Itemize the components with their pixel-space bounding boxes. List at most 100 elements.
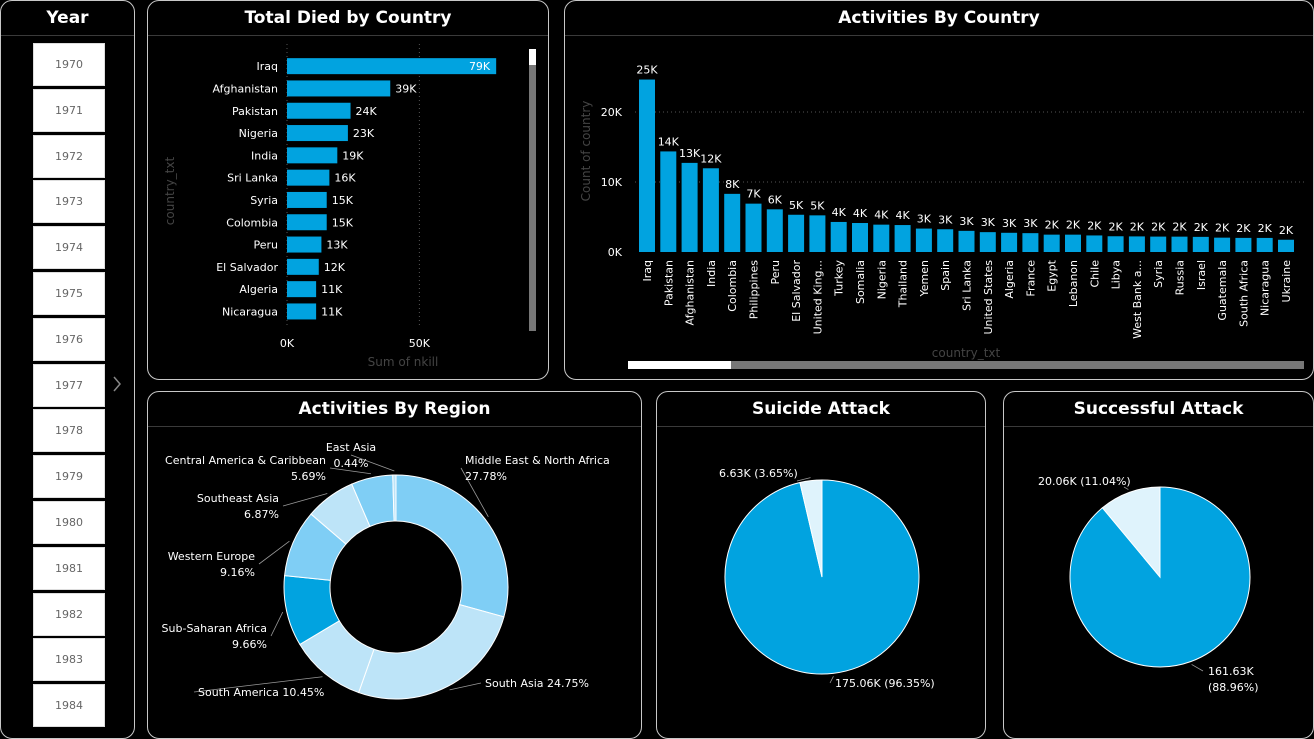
category-label: Algeria <box>239 283 278 296</box>
leader-line <box>282 493 328 507</box>
category-label: Peru <box>253 239 278 252</box>
data-label: 2K <box>1151 221 1166 234</box>
bar <box>287 214 327 231</box>
bar <box>1043 234 1060 252</box>
category-label: South Africa <box>1237 260 1250 327</box>
year-option[interactable]: 1983 <box>33 638 105 682</box>
bar <box>287 102 351 119</box>
y-axis-title: Count of country <box>579 101 593 202</box>
data-label: 4K <box>832 206 847 219</box>
bar <box>830 221 847 252</box>
scrollbar[interactable] <box>529 49 536 331</box>
data-label: 13K <box>679 147 701 160</box>
tick-label: 20K <box>601 106 623 119</box>
bar <box>287 147 338 164</box>
year-option[interactable]: 1976 <box>33 317 105 361</box>
data-label: 2K <box>1087 219 1102 232</box>
category-label: Algeria <box>1003 260 1016 299</box>
category-label: Nicaragua <box>1259 260 1272 316</box>
category-label: France <box>1024 260 1037 297</box>
tick-label: 0K <box>608 246 623 259</box>
category-label: Nigeria <box>239 127 278 140</box>
year-option[interactable]: 1972 <box>33 134 105 178</box>
data-label: 39K <box>395 82 417 95</box>
year-option[interactable]: 1973 <box>33 180 105 224</box>
scrollbar-thumb[interactable] <box>529 49 536 65</box>
scrollbar[interactable] <box>628 361 1304 369</box>
category-label: United King... <box>811 260 824 334</box>
leader-line <box>258 540 290 565</box>
category-label: Colombia <box>726 260 739 312</box>
bar <box>1107 236 1124 252</box>
leader-line <box>350 454 395 472</box>
slice-label: 6.63K (3.65%) <box>719 467 798 480</box>
bar <box>287 258 319 275</box>
suicide-panel-title: Suicide Attack <box>657 392 985 427</box>
data-label: 23K <box>353 127 375 140</box>
pie-slice <box>799 479 823 578</box>
data-label: 5K <box>810 199 825 212</box>
chevron-right-icon[interactable] <box>110 374 124 394</box>
bar <box>1150 236 1167 252</box>
bar <box>1214 237 1231 252</box>
bar <box>660 151 677 252</box>
bar <box>724 193 741 252</box>
data-label: 3K <box>981 216 996 229</box>
bar <box>1065 234 1081 252</box>
bar <box>809 215 826 252</box>
success-chart: 161.63K (88.96%) 20.06K (11.04%) <box>1038 475 1259 694</box>
year-option[interactable]: 1982 <box>33 592 105 636</box>
category-label: Ukraine <box>1280 260 1293 303</box>
leader-line <box>449 682 482 691</box>
data-label: 19K <box>342 149 364 162</box>
scrollbar-thumb[interactable] <box>628 361 731 369</box>
bar <box>1235 237 1252 252</box>
category-label: Spain <box>939 260 952 291</box>
category-label: Afghanistan <box>213 82 279 95</box>
category-label: Israel <box>1195 260 1208 290</box>
bar <box>937 229 954 252</box>
data-label: 2K <box>1279 224 1294 237</box>
year-option[interactable]: 1979 <box>33 455 105 499</box>
year-option[interactable]: 1971 <box>33 88 105 132</box>
region-panel: Activities By Region Middle East & North… <box>147 391 642 739</box>
year-option[interactable]: 1980 <box>33 501 105 544</box>
data-label: 3K <box>1023 217 1038 230</box>
bar <box>788 214 805 252</box>
success-panel-title: Successful Attack <box>1004 392 1313 427</box>
category-label: Russia <box>1174 260 1187 295</box>
category-label: United States <box>982 260 995 335</box>
data-label: 3K <box>917 213 932 226</box>
bar <box>287 236 322 253</box>
slice-pct: 0.44% <box>334 457 369 470</box>
category-label: India <box>251 149 278 162</box>
slice-label: Central America & Caribbean <box>165 454 326 467</box>
category-label: El Salvador <box>790 260 803 322</box>
data-label: 7K <box>746 188 761 201</box>
year-option[interactable]: 1974 <box>33 226 105 270</box>
category-label: Afghanistan <box>684 260 697 326</box>
bar <box>287 125 348 142</box>
bar <box>681 162 698 252</box>
data-label: 11K <box>321 305 343 318</box>
category-label: Yemen <box>918 260 931 298</box>
category-label: Colombia <box>226 216 278 229</box>
category-label: Lebanon <box>1067 260 1080 307</box>
bar <box>287 303 317 320</box>
category-label: Turkey <box>833 260 846 297</box>
year-option[interactable]: 1977 <box>33 363 105 407</box>
leader-line <box>193 676 323 693</box>
slice-label: Middle East & North Africa <box>465 454 610 467</box>
bar <box>1128 236 1145 252</box>
data-label: 13K <box>326 239 348 252</box>
year-option[interactable]: 1975 <box>33 272 105 315</box>
year-option[interactable]: 1978 <box>33 409 105 453</box>
donut-slice <box>395 474 509 618</box>
year-option[interactable]: 1970 <box>33 43 105 86</box>
slice-label: 161.63K <box>1208 665 1254 678</box>
year-option[interactable]: 1984 <box>33 684 105 728</box>
success-panel: Successful Attack 161.63K (88.96%) 20.06K … <box>1003 391 1314 739</box>
year-option[interactable]: 1981 <box>33 546 105 590</box>
bar <box>639 79 655 252</box>
bar <box>1001 232 1018 252</box>
